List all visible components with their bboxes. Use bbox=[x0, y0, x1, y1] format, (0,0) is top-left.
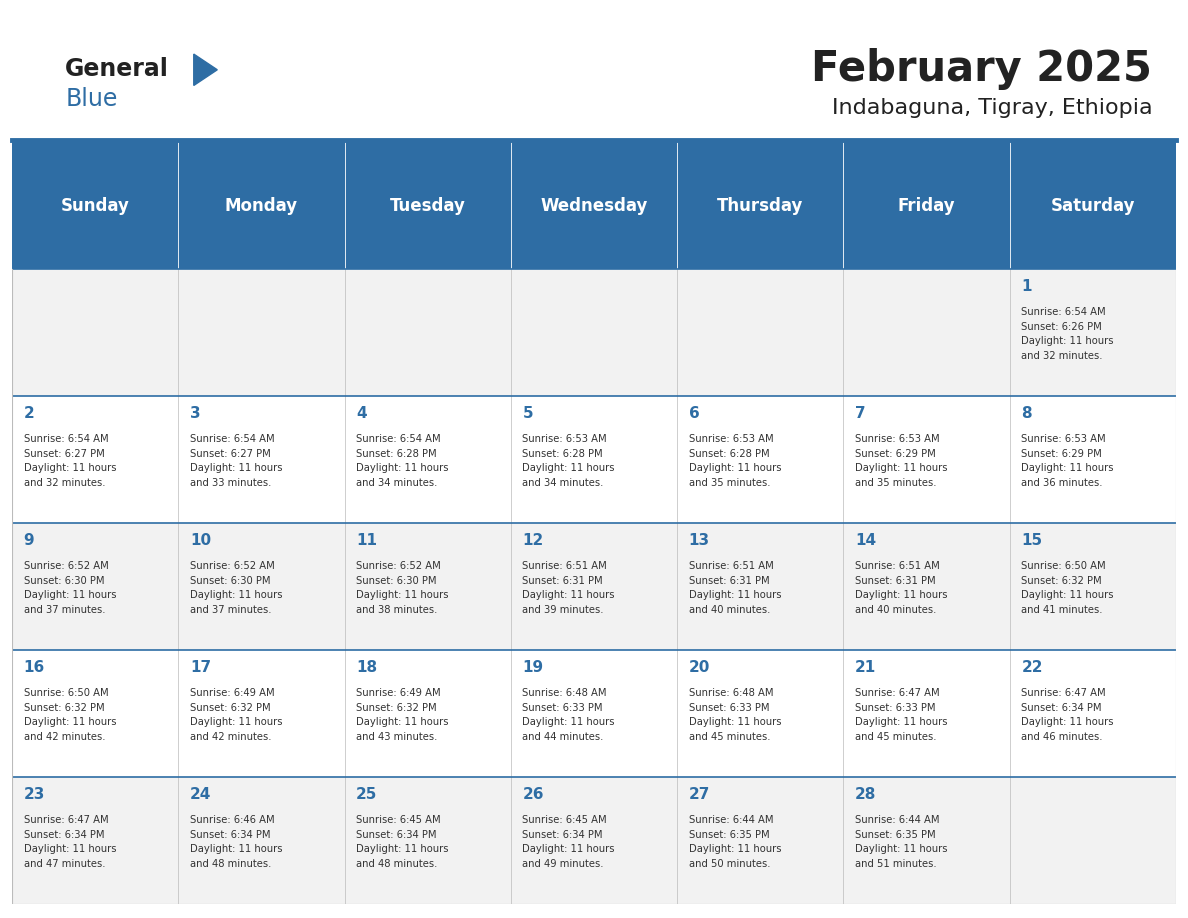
Text: Sunrise: 6:51 AM
Sunset: 6:31 PM
Daylight: 11 hours
and 39 minutes.: Sunrise: 6:51 AM Sunset: 6:31 PM Dayligh… bbox=[523, 561, 615, 614]
Text: Sunrise: 6:51 AM
Sunset: 6:31 PM
Daylight: 11 hours
and 40 minutes.: Sunrise: 6:51 AM Sunset: 6:31 PM Dayligh… bbox=[689, 561, 782, 614]
Text: Sunrise: 6:52 AM
Sunset: 6:30 PM
Daylight: 11 hours
and 37 minutes.: Sunrise: 6:52 AM Sunset: 6:30 PM Dayligh… bbox=[24, 561, 116, 614]
Text: Sunrise: 6:50 AM
Sunset: 6:32 PM
Daylight: 11 hours
and 42 minutes.: Sunrise: 6:50 AM Sunset: 6:32 PM Dayligh… bbox=[24, 688, 116, 742]
Text: 23: 23 bbox=[24, 788, 45, 802]
Text: Sunrise: 6:44 AM
Sunset: 6:35 PM
Daylight: 11 hours
and 51 minutes.: Sunrise: 6:44 AM Sunset: 6:35 PM Dayligh… bbox=[855, 815, 948, 868]
Bar bbox=[12, 523, 1176, 650]
Text: Sunrise: 6:48 AM
Sunset: 6:33 PM
Daylight: 11 hours
and 45 minutes.: Sunrise: 6:48 AM Sunset: 6:33 PM Dayligh… bbox=[689, 688, 782, 742]
Text: Sunrise: 6:53 AM
Sunset: 6:29 PM
Daylight: 11 hours
and 36 minutes.: Sunrise: 6:53 AM Sunset: 6:29 PM Dayligh… bbox=[1022, 434, 1114, 487]
Text: 22: 22 bbox=[1022, 660, 1043, 676]
Text: Sunrise: 6:44 AM
Sunset: 6:35 PM
Daylight: 11 hours
and 50 minutes.: Sunrise: 6:44 AM Sunset: 6:35 PM Dayligh… bbox=[689, 815, 782, 868]
Text: Blue: Blue bbox=[65, 87, 118, 111]
Text: Sunrise: 6:54 AM
Sunset: 6:27 PM
Daylight: 11 hours
and 33 minutes.: Sunrise: 6:54 AM Sunset: 6:27 PM Dayligh… bbox=[190, 434, 283, 487]
Text: 19: 19 bbox=[523, 660, 544, 676]
Bar bbox=[12, 778, 1176, 904]
Text: General: General bbox=[65, 57, 169, 81]
Text: Sunrise: 6:49 AM
Sunset: 6:32 PM
Daylight: 11 hours
and 42 minutes.: Sunrise: 6:49 AM Sunset: 6:32 PM Dayligh… bbox=[190, 688, 283, 742]
Text: Sunrise: 6:49 AM
Sunset: 6:32 PM
Daylight: 11 hours
and 43 minutes.: Sunrise: 6:49 AM Sunset: 6:32 PM Dayligh… bbox=[356, 688, 449, 742]
Text: 8: 8 bbox=[1022, 407, 1032, 421]
Text: Sunrise: 6:50 AM
Sunset: 6:32 PM
Daylight: 11 hours
and 41 minutes.: Sunrise: 6:50 AM Sunset: 6:32 PM Dayligh… bbox=[1022, 561, 1114, 614]
Text: 17: 17 bbox=[190, 660, 211, 676]
Text: 6: 6 bbox=[689, 407, 700, 421]
Text: 13: 13 bbox=[689, 533, 710, 548]
Bar bbox=[12, 650, 1176, 778]
Text: 12: 12 bbox=[523, 533, 544, 548]
Text: Sunrise: 6:53 AM
Sunset: 6:28 PM
Daylight: 11 hours
and 35 minutes.: Sunrise: 6:53 AM Sunset: 6:28 PM Dayligh… bbox=[689, 434, 782, 487]
Text: Sunrise: 6:54 AM
Sunset: 6:26 PM
Daylight: 11 hours
and 32 minutes.: Sunrise: 6:54 AM Sunset: 6:26 PM Dayligh… bbox=[1022, 308, 1114, 361]
Text: Sunrise: 6:46 AM
Sunset: 6:34 PM
Daylight: 11 hours
and 48 minutes.: Sunrise: 6:46 AM Sunset: 6:34 PM Dayligh… bbox=[190, 815, 283, 868]
Text: Sunrise: 6:47 AM
Sunset: 6:33 PM
Daylight: 11 hours
and 45 minutes.: Sunrise: 6:47 AM Sunset: 6:33 PM Dayligh… bbox=[855, 688, 948, 742]
Text: 1: 1 bbox=[1022, 279, 1032, 295]
Text: 25: 25 bbox=[356, 788, 378, 802]
Text: 24: 24 bbox=[190, 788, 211, 802]
Text: Sunrise: 6:45 AM
Sunset: 6:34 PM
Daylight: 11 hours
and 48 minutes.: Sunrise: 6:45 AM Sunset: 6:34 PM Dayligh… bbox=[356, 815, 449, 868]
Bar bbox=[12, 269, 1176, 397]
Text: 3: 3 bbox=[190, 407, 201, 421]
Text: 2: 2 bbox=[24, 407, 34, 421]
Text: 28: 28 bbox=[855, 788, 877, 802]
Text: 9: 9 bbox=[24, 533, 34, 548]
Text: 18: 18 bbox=[356, 660, 378, 676]
Text: 26: 26 bbox=[523, 788, 544, 802]
Text: 15: 15 bbox=[1022, 533, 1043, 548]
Text: Sunrise: 6:53 AM
Sunset: 6:28 PM
Daylight: 11 hours
and 34 minutes.: Sunrise: 6:53 AM Sunset: 6:28 PM Dayligh… bbox=[523, 434, 615, 487]
Text: Tuesday: Tuesday bbox=[390, 196, 466, 215]
Text: Sunrise: 6:51 AM
Sunset: 6:31 PM
Daylight: 11 hours
and 40 minutes.: Sunrise: 6:51 AM Sunset: 6:31 PM Dayligh… bbox=[855, 561, 948, 614]
Text: Sunrise: 6:47 AM
Sunset: 6:34 PM
Daylight: 11 hours
and 46 minutes.: Sunrise: 6:47 AM Sunset: 6:34 PM Dayligh… bbox=[1022, 688, 1114, 742]
Bar bbox=[12, 397, 1176, 523]
Text: 16: 16 bbox=[24, 660, 45, 676]
Text: February 2025: February 2025 bbox=[811, 48, 1152, 90]
Text: 27: 27 bbox=[689, 788, 710, 802]
Text: Wednesday: Wednesday bbox=[541, 196, 647, 215]
Text: 10: 10 bbox=[190, 533, 211, 548]
Text: Sunrise: 6:47 AM
Sunset: 6:34 PM
Daylight: 11 hours
and 47 minutes.: Sunrise: 6:47 AM Sunset: 6:34 PM Dayligh… bbox=[24, 815, 116, 868]
Text: 7: 7 bbox=[855, 407, 866, 421]
Text: 21: 21 bbox=[855, 660, 877, 676]
Text: Sunrise: 6:45 AM
Sunset: 6:34 PM
Daylight: 11 hours
and 49 minutes.: Sunrise: 6:45 AM Sunset: 6:34 PM Dayligh… bbox=[523, 815, 615, 868]
Text: 5: 5 bbox=[523, 407, 533, 421]
Text: Friday: Friday bbox=[898, 196, 955, 215]
Bar bbox=[12, 142, 1176, 269]
Text: 11: 11 bbox=[356, 533, 377, 548]
Text: Sunrise: 6:52 AM
Sunset: 6:30 PM
Daylight: 11 hours
and 37 minutes.: Sunrise: 6:52 AM Sunset: 6:30 PM Dayligh… bbox=[190, 561, 283, 614]
Text: 14: 14 bbox=[855, 533, 877, 548]
Text: 4: 4 bbox=[356, 407, 367, 421]
Text: Sunrise: 6:54 AM
Sunset: 6:28 PM
Daylight: 11 hours
and 34 minutes.: Sunrise: 6:54 AM Sunset: 6:28 PM Dayligh… bbox=[356, 434, 449, 487]
Text: Indabaguna, Tigray, Ethiopia: Indabaguna, Tigray, Ethiopia bbox=[832, 98, 1152, 118]
Text: 20: 20 bbox=[689, 660, 710, 676]
Polygon shape bbox=[194, 54, 217, 85]
Text: Sunrise: 6:54 AM
Sunset: 6:27 PM
Daylight: 11 hours
and 32 minutes.: Sunrise: 6:54 AM Sunset: 6:27 PM Dayligh… bbox=[24, 434, 116, 487]
Text: Monday: Monday bbox=[225, 196, 298, 215]
Text: Sunday: Sunday bbox=[61, 196, 129, 215]
Text: Sunrise: 6:52 AM
Sunset: 6:30 PM
Daylight: 11 hours
and 38 minutes.: Sunrise: 6:52 AM Sunset: 6:30 PM Dayligh… bbox=[356, 561, 449, 614]
Text: Sunrise: 6:53 AM
Sunset: 6:29 PM
Daylight: 11 hours
and 35 minutes.: Sunrise: 6:53 AM Sunset: 6:29 PM Dayligh… bbox=[855, 434, 948, 487]
Text: Saturday: Saturday bbox=[1050, 196, 1136, 215]
Text: Sunrise: 6:48 AM
Sunset: 6:33 PM
Daylight: 11 hours
and 44 minutes.: Sunrise: 6:48 AM Sunset: 6:33 PM Dayligh… bbox=[523, 688, 615, 742]
Text: Thursday: Thursday bbox=[718, 196, 803, 215]
